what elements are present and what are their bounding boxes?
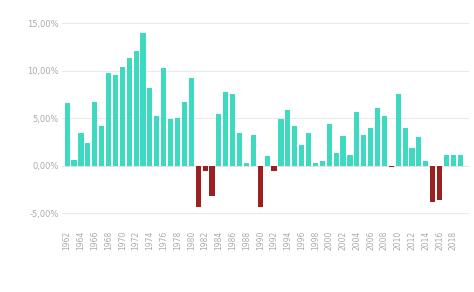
Bar	[168, 119, 173, 166]
Bar	[120, 67, 125, 166]
Bar	[78, 133, 83, 166]
Bar	[382, 116, 387, 166]
Bar	[423, 161, 428, 166]
Bar	[292, 126, 297, 166]
Bar	[134, 51, 139, 166]
Bar	[444, 155, 449, 166]
Bar	[451, 155, 456, 166]
Bar	[347, 155, 353, 166]
Bar	[354, 112, 359, 166]
Bar	[327, 124, 332, 166]
Bar	[175, 118, 180, 166]
Bar	[230, 94, 235, 166]
Bar	[320, 161, 325, 166]
Bar	[182, 102, 187, 166]
Bar	[285, 110, 291, 166]
Bar	[99, 126, 104, 166]
Bar	[154, 116, 159, 166]
Bar	[216, 114, 221, 166]
Bar	[264, 156, 270, 166]
Bar	[113, 75, 118, 166]
Bar	[202, 166, 208, 171]
Bar	[396, 94, 401, 166]
Bar	[106, 72, 111, 166]
Bar	[313, 163, 318, 166]
Bar	[299, 145, 304, 166]
Bar	[361, 135, 366, 166]
Bar	[140, 33, 146, 166]
Bar	[147, 88, 153, 166]
Bar	[64, 103, 70, 166]
Bar	[334, 152, 339, 166]
Bar	[437, 166, 442, 200]
Bar	[430, 166, 435, 202]
Bar	[85, 143, 91, 166]
Bar	[196, 166, 201, 207]
Bar	[72, 160, 77, 166]
Bar	[210, 166, 215, 196]
Bar	[127, 58, 132, 166]
Bar	[251, 135, 256, 166]
Bar	[92, 102, 97, 166]
Bar	[223, 92, 228, 166]
Bar	[389, 166, 394, 167]
Bar	[416, 137, 421, 166]
Bar	[278, 119, 283, 166]
Bar	[340, 136, 346, 166]
Bar	[244, 163, 249, 166]
Bar	[375, 108, 380, 166]
Bar	[189, 78, 194, 166]
Bar	[306, 133, 311, 166]
Bar	[410, 148, 415, 166]
Bar	[161, 68, 166, 166]
Bar	[272, 166, 277, 171]
Bar	[237, 133, 242, 166]
Bar	[368, 128, 373, 166]
Bar	[458, 155, 463, 166]
Bar	[402, 128, 408, 166]
Bar	[258, 166, 263, 207]
